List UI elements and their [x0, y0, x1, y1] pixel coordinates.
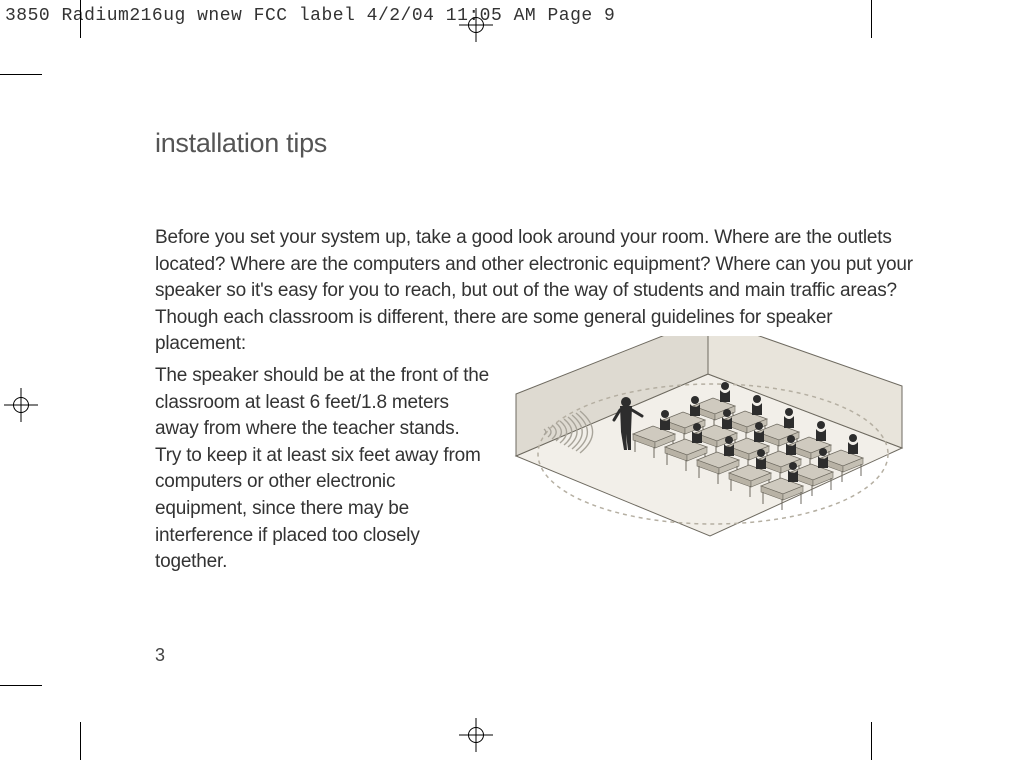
- crop-mark: [80, 722, 81, 760]
- page-title: installation tips: [155, 128, 327, 159]
- crop-mark: [0, 685, 42, 686]
- crop-mark: [871, 722, 872, 760]
- classroom-diagram: [498, 336, 916, 552]
- print-header-slug: 3850 Radium216ug wnew FCC label 4/2/04 1…: [5, 6, 615, 26]
- page-number: 3: [155, 645, 165, 666]
- placement-paragraph: The speaker should be at the front of th…: [155, 363, 490, 576]
- crop-mark: [80, 0, 81, 38]
- registration-mark-icon: [4, 388, 38, 422]
- crop-mark: [871, 0, 872, 38]
- crop-mark: [0, 74, 42, 75]
- registration-mark-icon: [459, 718, 493, 752]
- registration-mark-icon: [459, 8, 493, 42]
